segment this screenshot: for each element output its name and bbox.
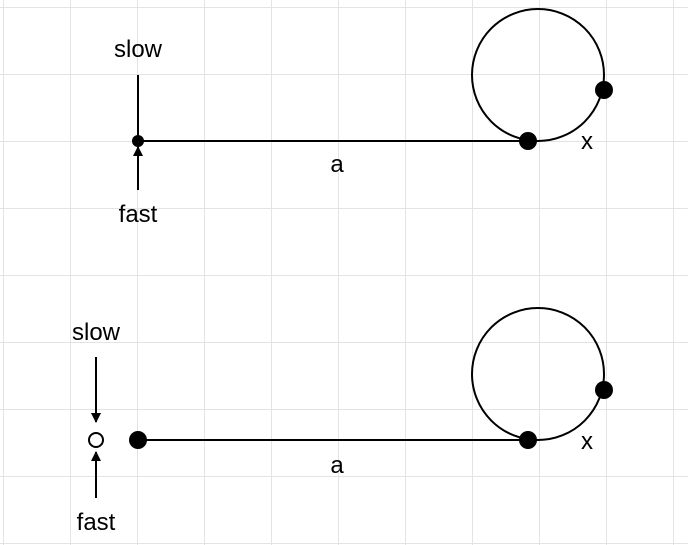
cycle-label: x xyxy=(581,428,593,455)
cycle-point-node xyxy=(595,381,613,399)
cycle-entry-node xyxy=(519,431,537,449)
slow-label: slow xyxy=(113,36,163,63)
diagram-bottom xyxy=(88,307,613,498)
cycle-circle xyxy=(471,307,605,441)
fast-label: fast xyxy=(76,509,116,536)
cycle-label: x xyxy=(581,128,593,155)
cycle-circle xyxy=(471,8,605,142)
slow-label: slow xyxy=(71,319,121,346)
diagram-top xyxy=(132,8,613,190)
segment-label: a xyxy=(330,452,344,479)
segment-label: a xyxy=(330,151,344,178)
hollow-start-node xyxy=(88,432,104,448)
cycle-point-node xyxy=(595,81,613,99)
meeting-start-node xyxy=(132,135,144,147)
segment-start-node xyxy=(129,431,147,449)
fast-label: fast xyxy=(118,201,158,228)
cycle-entry-node xyxy=(519,132,537,150)
